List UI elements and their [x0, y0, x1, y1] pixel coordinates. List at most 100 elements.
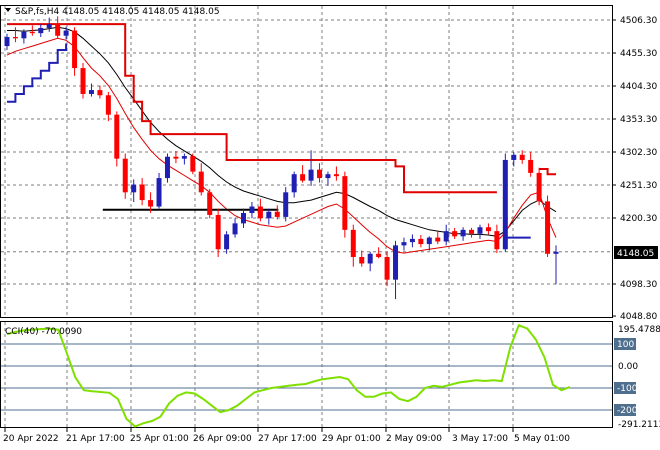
candle-body: [401, 242, 407, 246]
price-scale[interactable]: 4506.30 4455.30 4404.30 4353.30 4302.30 4251.…: [612, 16, 657, 322]
time-tick-label: 26 Apr 09:00: [193, 434, 252, 444]
candle-body: [452, 231, 458, 237]
price-tick-label: 4506.30: [620, 16, 657, 26]
time-tick-label: 29 Apr 01:00: [322, 434, 381, 444]
cci-level-lines: [1, 343, 612, 411]
candle-body: [274, 211, 280, 217]
candle-body: [215, 214, 221, 250]
candle-body: [384, 257, 390, 280]
price-tick-label: 4098.30: [620, 280, 657, 290]
candle-body: [536, 172, 542, 202]
candle-body: [418, 238, 424, 245]
candle-body: [105, 95, 111, 115]
cci-panel: [0, 321, 613, 428]
trailing-stop-red: [539, 168, 556, 176]
time-tick-label: 2 May 09:00: [386, 434, 442, 444]
cci-level-tag-bg: [614, 338, 636, 350]
candle-body: [300, 174, 306, 181]
candle-body: [156, 178, 162, 207]
candle-body: [376, 253, 382, 258]
time-tick-label: 3 May 17:00: [452, 434, 508, 444]
candle-body: [367, 253, 373, 264]
candle-body: [72, 30, 78, 69]
candle-body: [63, 30, 69, 36]
candle-body: [88, 90, 94, 94]
candle-body: [190, 156, 196, 172]
candle-body: [266, 211, 272, 219]
candle-body: [46, 24, 52, 28]
chart-series: [6, 23, 557, 254]
candle-body: [21, 31, 27, 39]
cci-line: [6, 324, 571, 428]
candle-body: [443, 231, 449, 242]
time-tick-label: 25 Apr 01:00: [130, 434, 189, 444]
symbol-info: S&P,fs,H4 4148.05 4148.05 4148.05 4148.0…: [15, 7, 220, 17]
candle-body: [359, 257, 365, 264]
candles: [4, 16, 559, 300]
price-tick-label: 4455.30: [620, 49, 657, 59]
time-scale[interactable]: 20 Apr 2022 21 Apr 17:00 25 Apr 01:00 26 Ap…: [3, 428, 570, 444]
candle-body: [528, 159, 534, 173]
candle-body: [333, 174, 339, 177]
candle-body: [553, 251, 559, 254]
cci-label: CCI(40) -70.0090: [5, 327, 82, 337]
candle-body: [502, 159, 508, 250]
price-tick-label: 4200.30: [620, 214, 657, 224]
candle-body: [139, 184, 145, 201]
candle-body: [409, 238, 415, 243]
candle-body: [4, 37, 10, 47]
price-tick-label: 4404.30: [620, 82, 657, 92]
cci-level-tag-bg: [614, 404, 636, 416]
candle-body: [342, 176, 348, 230]
candle-body: [426, 237, 432, 245]
cci-level-tag: -100: [617, 384, 638, 394]
candle-body: [469, 229, 475, 234]
cci-level-tag: -200: [617, 406, 638, 416]
candle-body: [164, 156, 170, 179]
current-price-tag: 4148.05: [617, 249, 654, 259]
candle-body: [325, 174, 331, 179]
candle-body: [257, 206, 263, 219]
candle-body: [12, 37, 18, 39]
moving-average-red: [6, 37, 557, 254]
time-tick-label: 21 Apr 17:00: [66, 434, 125, 444]
candle-body: [198, 171, 204, 193]
candle-body: [122, 158, 128, 193]
trailing-stop-blue: [7, 43, 68, 103]
time-tick-label: 5 May 01:00: [514, 434, 570, 444]
candle-body: [519, 154, 525, 160]
candle-body: [29, 31, 35, 34]
trailing-stop-red: [7, 23, 497, 194]
candle-body: [114, 114, 120, 159]
candle-body: [55, 24, 61, 36]
candle-body: [545, 201, 551, 254]
candle-body: [131, 184, 137, 193]
cci-scale[interactable]: 195.4788 100 0.00 -100 -200 -291.2113: [614, 325, 660, 430]
dropdown-triangle-icon[interactable]: [5, 8, 11, 12]
price-tick-label: 4302.30: [620, 148, 657, 158]
candle-body: [181, 156, 187, 159]
time-tick-label: 27 Apr 17:00: [258, 434, 317, 444]
candle-body: [477, 227, 483, 234]
price-tick-label: 4048.80: [620, 312, 657, 322]
main-panel: [0, 5, 613, 318]
current-price-tag-bg: [614, 246, 658, 259]
candle-body: [485, 227, 491, 232]
candle-body: [38, 27, 44, 34]
candle-body: [435, 237, 441, 242]
candle-body: [207, 192, 213, 215]
cci-line-path: [6, 324, 571, 428]
candle-body: [224, 234, 230, 250]
candle-body: [232, 223, 238, 235]
candle-body: [148, 200, 154, 207]
candle-body: [97, 90, 103, 96]
candle-body: [350, 229, 356, 258]
candle-body: [494, 231, 500, 250]
cci-tick-label: 195.4788: [618, 325, 660, 335]
candle-body: [80, 68, 86, 94]
candle-body: [291, 174, 297, 193]
candle-body: [173, 156, 179, 159]
candle-body: [240, 213, 246, 224]
candle-body: [460, 229, 466, 237]
